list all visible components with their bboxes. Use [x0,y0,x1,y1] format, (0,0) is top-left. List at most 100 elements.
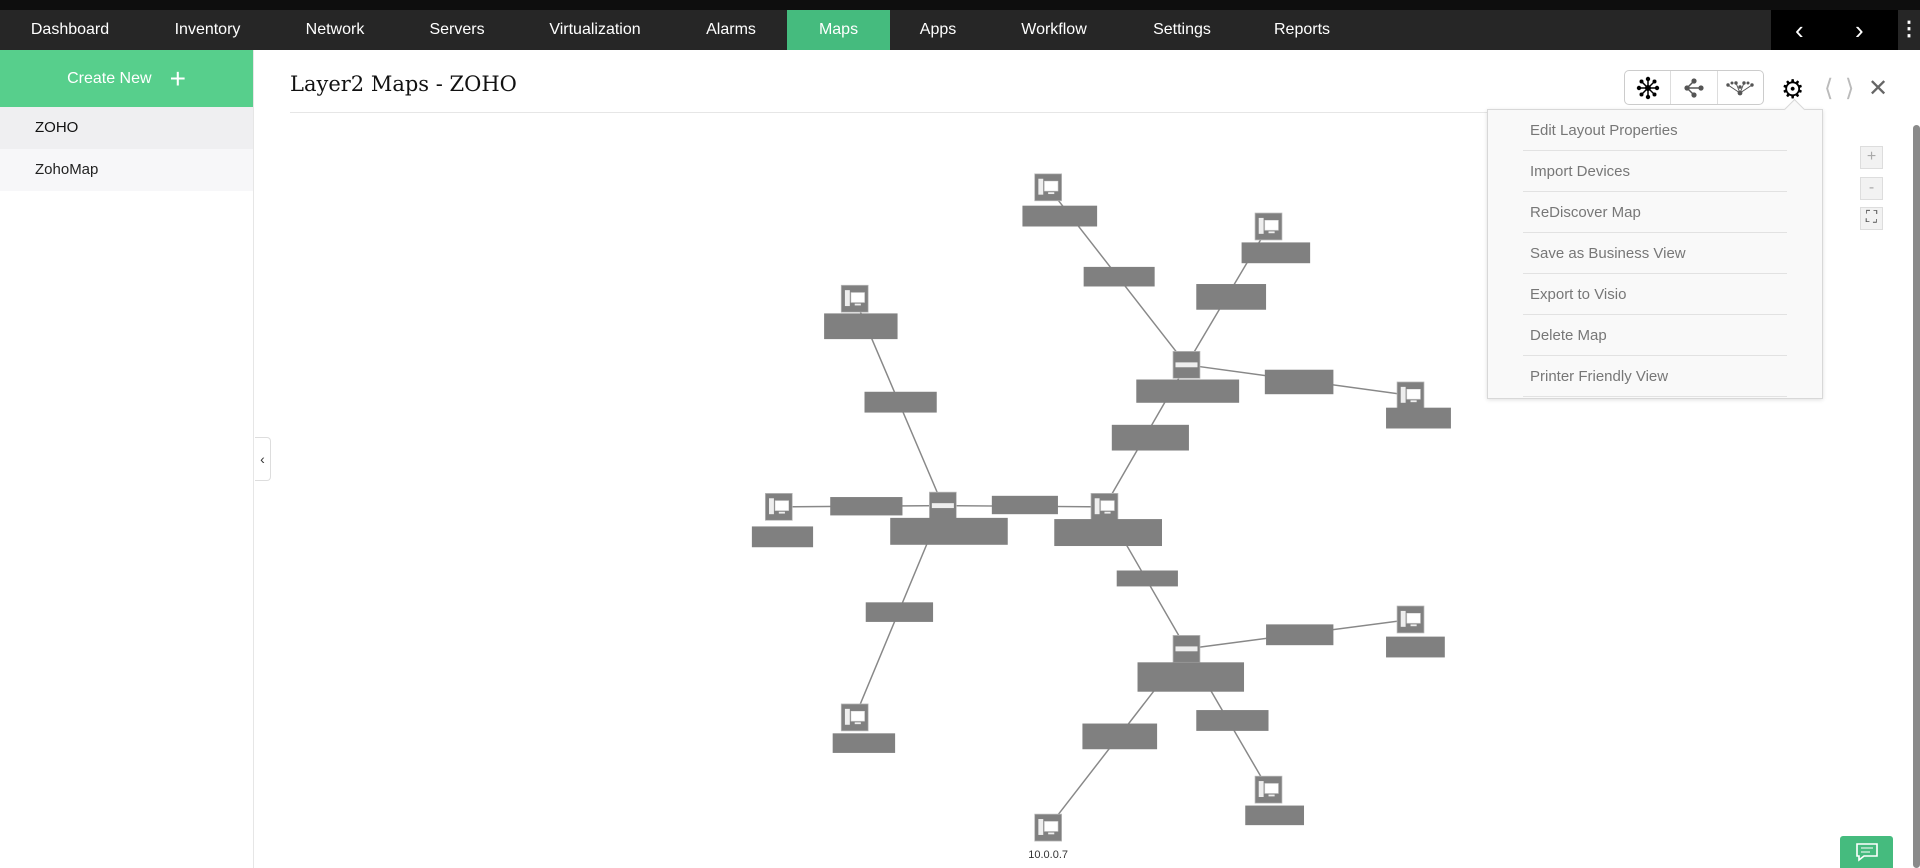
switch-icon [1175,362,1198,368]
monitor-icon [850,710,865,722]
fit-to-screen-icon[interactable]: ⛶ [1860,207,1883,230]
hierarchy-layout-icon [1726,80,1755,95]
previous-map-icon[interactable]: ⟨ [1824,75,1834,102]
computer-tower-icon [1258,217,1264,234]
zoom-in-button[interactable]: + [1860,146,1883,169]
device-label [824,313,898,340]
title-divider [290,112,1492,113]
link-label [1266,624,1334,646]
computer-tower-icon [1038,178,1044,195]
device-label [1386,407,1451,429]
link-label [1116,570,1178,587]
collapse-sidebar-button[interactable]: ‹ [255,437,271,481]
monitor-stand-icon [1410,624,1417,627]
layout-toggle-group [1624,70,1764,105]
nav-scroll-controls: ‹ › [1771,10,1898,50]
link-label [864,391,937,413]
device-label [1054,519,1163,547]
link-label [1196,710,1269,731]
switch-icon [1175,646,1198,652]
monitor-icon [1044,180,1059,192]
settings-gear-icon[interactable]: ⚙ [1781,74,1805,104]
menu-export-to-visio[interactable]: Export to Visio [1523,274,1787,315]
computer-tower-icon [1400,610,1406,627]
monitor-icon [1044,821,1059,832]
device-label [1136,379,1240,403]
nav-apps[interactable]: Apps [919,21,957,38]
nav-prev-icon[interactable]: ‹ [1795,15,1804,45]
nav-maps[interactable]: Maps [787,10,890,50]
link-label [1111,424,1189,451]
link-label [1082,723,1158,750]
nav-dashboard[interactable]: Dashboard [30,21,110,38]
link-label [1264,369,1334,395]
computer-tower-icon [769,498,774,515]
computer-tower-icon [1094,498,1100,515]
sidebar-item-zohomap[interactable]: ZohoMap [0,149,253,191]
nav-inventory[interactable]: Inventory [174,21,241,38]
sidebar-item-zoho[interactable]: ZOHO [0,107,253,149]
layout-radial-button[interactable] [1625,71,1672,104]
monitor-stand-icon [1048,832,1055,835]
computer-tower-icon [1258,781,1264,797]
radial-layout-icon [1636,76,1659,99]
main-nav: Dashboard Inventory Network Servers Virt… [0,10,1920,50]
chat-button[interactable] [1840,836,1893,868]
layout-hierarchy-button[interactable] [1718,71,1763,104]
link-label [1196,284,1267,310]
nav-settings[interactable]: Settings [1153,21,1211,38]
page-title: Layer2 Maps - ZOHO [290,72,517,96]
computer-tower-icon [1038,819,1044,835]
nav-alarms[interactable]: Alarms [706,21,756,38]
monitor-stand-icon [1268,231,1275,234]
create-new-button[interactable]: Create New + [0,50,253,107]
device-label [1245,805,1305,826]
monitor-icon [1100,500,1115,511]
monitor-stand-icon [1048,192,1055,195]
menu-save-as-business-view[interactable]: Save as Business View [1523,233,1787,274]
link-label [1083,266,1155,287]
tree-layout-icon [1684,77,1704,98]
menu-delete-map[interactable]: Delete Map [1523,315,1787,356]
menu-edit-layout-properties[interactable]: Edit Layout Properties [1523,110,1787,151]
nav-next-icon[interactable]: › [1855,15,1864,45]
monitor-stand-icon [778,511,785,514]
monitor-icon [850,292,865,303]
link-label [991,495,1058,515]
monitor-stand-icon [1410,400,1417,403]
layout-tree-button[interactable] [1671,71,1718,104]
close-icon[interactable]: ✕ [1868,75,1889,102]
device-label [1137,662,1245,692]
nav-reports[interactable]: Reports [1273,21,1331,38]
top-strip [0,0,1920,10]
plus-icon: + [169,62,186,94]
device-label [1022,205,1098,227]
device-label [832,733,896,753]
monitor-stand-icon [854,722,861,725]
monitor-stand-icon [1104,511,1111,514]
link-label [830,497,903,516]
vertical-scrollbar[interactable] [1913,125,1920,868]
menu-printer-friendly-view[interactable]: Printer Friendly View [1523,356,1787,397]
menu-import-devices[interactable]: Import Devices [1523,151,1787,192]
zoom-out-button[interactable]: - [1860,177,1883,200]
device-label [1386,636,1445,658]
device-label [1241,242,1311,264]
more-vertical-icon[interactable]: ⋮ [1899,18,1919,40]
nav-workflow[interactable]: Workflow [1021,21,1087,38]
switch-icon [931,503,954,509]
link-label [865,602,934,622]
nav-virtualization[interactable]: Virtualization [549,21,641,38]
device-label [751,526,814,548]
next-map-icon[interactable]: ⟩ [1845,75,1855,102]
computer-tower-icon [844,290,850,307]
nav-network[interactable]: Network [305,21,365,38]
device-label-text: 10.0.0.7 [1028,849,1068,861]
nav-servers[interactable]: Servers [429,21,485,38]
monitor-icon [1406,613,1421,624]
device-label [890,517,1008,545]
monitor-stand-icon [854,303,861,306]
chat-icon [1855,843,1878,862]
menu-rediscover-map[interactable]: ReDiscover Map [1523,192,1787,233]
